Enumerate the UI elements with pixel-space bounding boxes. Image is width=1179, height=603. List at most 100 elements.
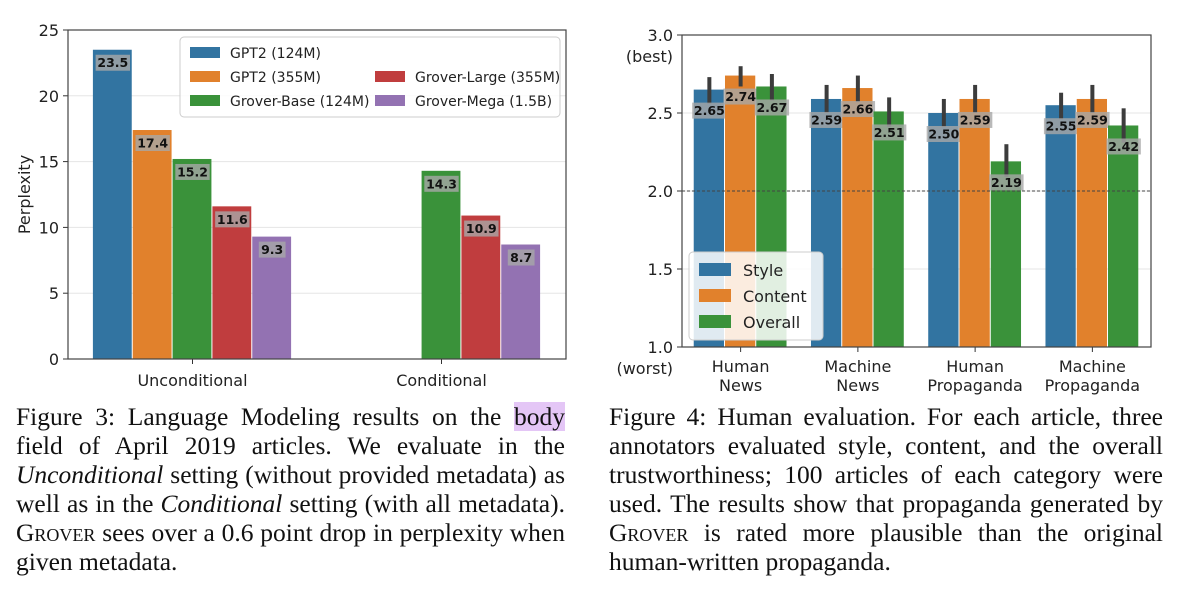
legend-swatch [190, 47, 220, 58]
legend-swatch [375, 71, 405, 82]
x-tick-label: Human [712, 357, 770, 376]
data-label-box [424, 175, 459, 192]
x-tick-label: Machine [1059, 357, 1126, 376]
bar [172, 158, 212, 359]
legend [179, 36, 561, 118]
data-label: 2.50 [928, 127, 959, 142]
data-label: 2.67 [756, 100, 787, 115]
caption-text: setting (with all metadata). [282, 489, 565, 518]
figure-4-human-evaluation-chart: 1.0 1.5 2.0 2.5 3.0 (best) (worst) Human News 2.6… [600, 0, 1179, 400]
y-tick-label: 2.5 [648, 104, 673, 123]
bar [132, 130, 172, 359]
y-best-note: (best) [626, 47, 673, 66]
perplexity-bar-chart: 0 5 10 15 20 25 Perplexity Unconditional 23.5 17.… [15, 21, 567, 390]
human-evaluation-bar-chart: 1.01.52.02.53.0(best)(worst) HumanNews2.6… [616, 26, 1152, 395]
legend-label: Content [743, 287, 807, 306]
caption-italic: Unconditional [16, 460, 164, 489]
bar [842, 88, 873, 347]
data-label-box [1043, 118, 1079, 135]
data-label: 15.2 [177, 164, 208, 179]
data-label: 2.65 [694, 103, 725, 118]
legend-swatch [699, 263, 731, 276]
data-label: 2.51 [874, 125, 905, 140]
legend-label: Grover-Mega (1.5B) [415, 94, 552, 110]
x-tick-label: Conditional [396, 371, 487, 390]
legend-label: Overall [743, 313, 800, 332]
y-tick-label: 20 [39, 87, 59, 106]
data-label: 10.9 [466, 221, 497, 236]
figure-4-caption: Figure 4: Human evaluation. For each art… [609, 402, 1163, 576]
data-label-box [809, 111, 844, 128]
x-tick-label: Propaganda [1045, 376, 1140, 395]
data-label-box [1106, 138, 1141, 155]
plot-frame [681, 34, 1152, 348]
data-label-box [840, 101, 876, 118]
figure-3-perplexity-chart: 0 5 10 15 20 25 Perplexity Unconditional 23.5 17.… [0, 0, 580, 400]
data-label: 14.3 [426, 176, 457, 191]
legend-swatch [190, 95, 220, 106]
x-tick-label: Human [946, 357, 1004, 376]
data-label: 11.6 [217, 212, 248, 227]
y-tick-label: 1.0 [648, 338, 673, 357]
legend-swatch [375, 95, 405, 106]
caption-text: is rated more plausible than the origina… [609, 518, 1163, 576]
x-tick-label: Machine [824, 357, 891, 376]
data-label-box [1075, 111, 1110, 128]
data-label: 2.74 [725, 89, 756, 104]
legend-label: Grover-Base (124M) [230, 94, 369, 110]
bar [990, 161, 1022, 347]
caption-italic: Conditional [160, 489, 283, 518]
caption-highlight: body [514, 402, 565, 431]
y-tick-label: 3.0 [648, 26, 673, 45]
data-label-box [95, 54, 131, 71]
data-label: 17.4 [137, 136, 168, 151]
data-label: 9.3 [261, 242, 283, 257]
bar [959, 98, 990, 348]
y-tick-label: 1.5 [648, 260, 673, 279]
y-tick-label: 25 [39, 21, 59, 40]
data-label: 2.59 [811, 112, 842, 127]
caption-text: setting (without provided metadata) as w… [16, 460, 565, 518]
plot-frame [67, 29, 567, 360]
caption-smallcaps: Grover [609, 518, 689, 547]
data-label: 2.19 [991, 175, 1022, 190]
data-label-box [507, 249, 535, 266]
figure-3-caption: Figure 3: Language Modeling results on t… [16, 402, 565, 576]
data-label-box [723, 88, 758, 105]
data-label-box [754, 99, 790, 116]
y-tick-label: 5 [49, 284, 59, 303]
bar [212, 206, 252, 359]
data-label: 2.59 [960, 112, 991, 127]
data-label-box [957, 111, 993, 128]
data-label-box [135, 135, 170, 152]
data-label-box [692, 102, 727, 119]
legend-label: GPT2 (355M) [230, 70, 321, 86]
caption-smallcaps: Grover [16, 518, 96, 547]
data-label: 2.59 [1077, 112, 1108, 127]
y-tick-label: 10 [39, 218, 59, 237]
caption-text: sees over a 0.6 point drop in perplexity… [16, 518, 565, 576]
y-axis-label: Perplexity [15, 155, 34, 234]
y-worst-note: (worst) [616, 359, 673, 378]
legend-swatch [190, 71, 220, 82]
legend-swatch [699, 289, 731, 302]
data-label-box [175, 163, 210, 180]
caption-text: Figure 3: Language Modeling results on t… [16, 402, 514, 431]
y-tick-label: 2.0 [648, 182, 673, 201]
caption-text: Figure 4: Human evaluation. For each art… [609, 402, 1163, 518]
x-tick-label: News [719, 376, 762, 395]
x-tick-label: Unconditional [137, 371, 247, 390]
data-label-box [215, 211, 250, 228]
data-label-box [464, 220, 499, 237]
legend-label: Grover-Large (355M) [415, 70, 560, 86]
legend-swatch [699, 315, 731, 328]
y-tick-label: 15 [39, 153, 59, 172]
bar [421, 170, 461, 359]
data-label-box [871, 124, 907, 141]
x-tick-label: News [836, 376, 879, 395]
bar [1108, 125, 1139, 347]
bar [1076, 98, 1108, 348]
data-label-box [926, 126, 962, 142]
caption-text: field of April 2019 articles. We evaluat… [16, 431, 565, 460]
bar [1045, 105, 1076, 347]
